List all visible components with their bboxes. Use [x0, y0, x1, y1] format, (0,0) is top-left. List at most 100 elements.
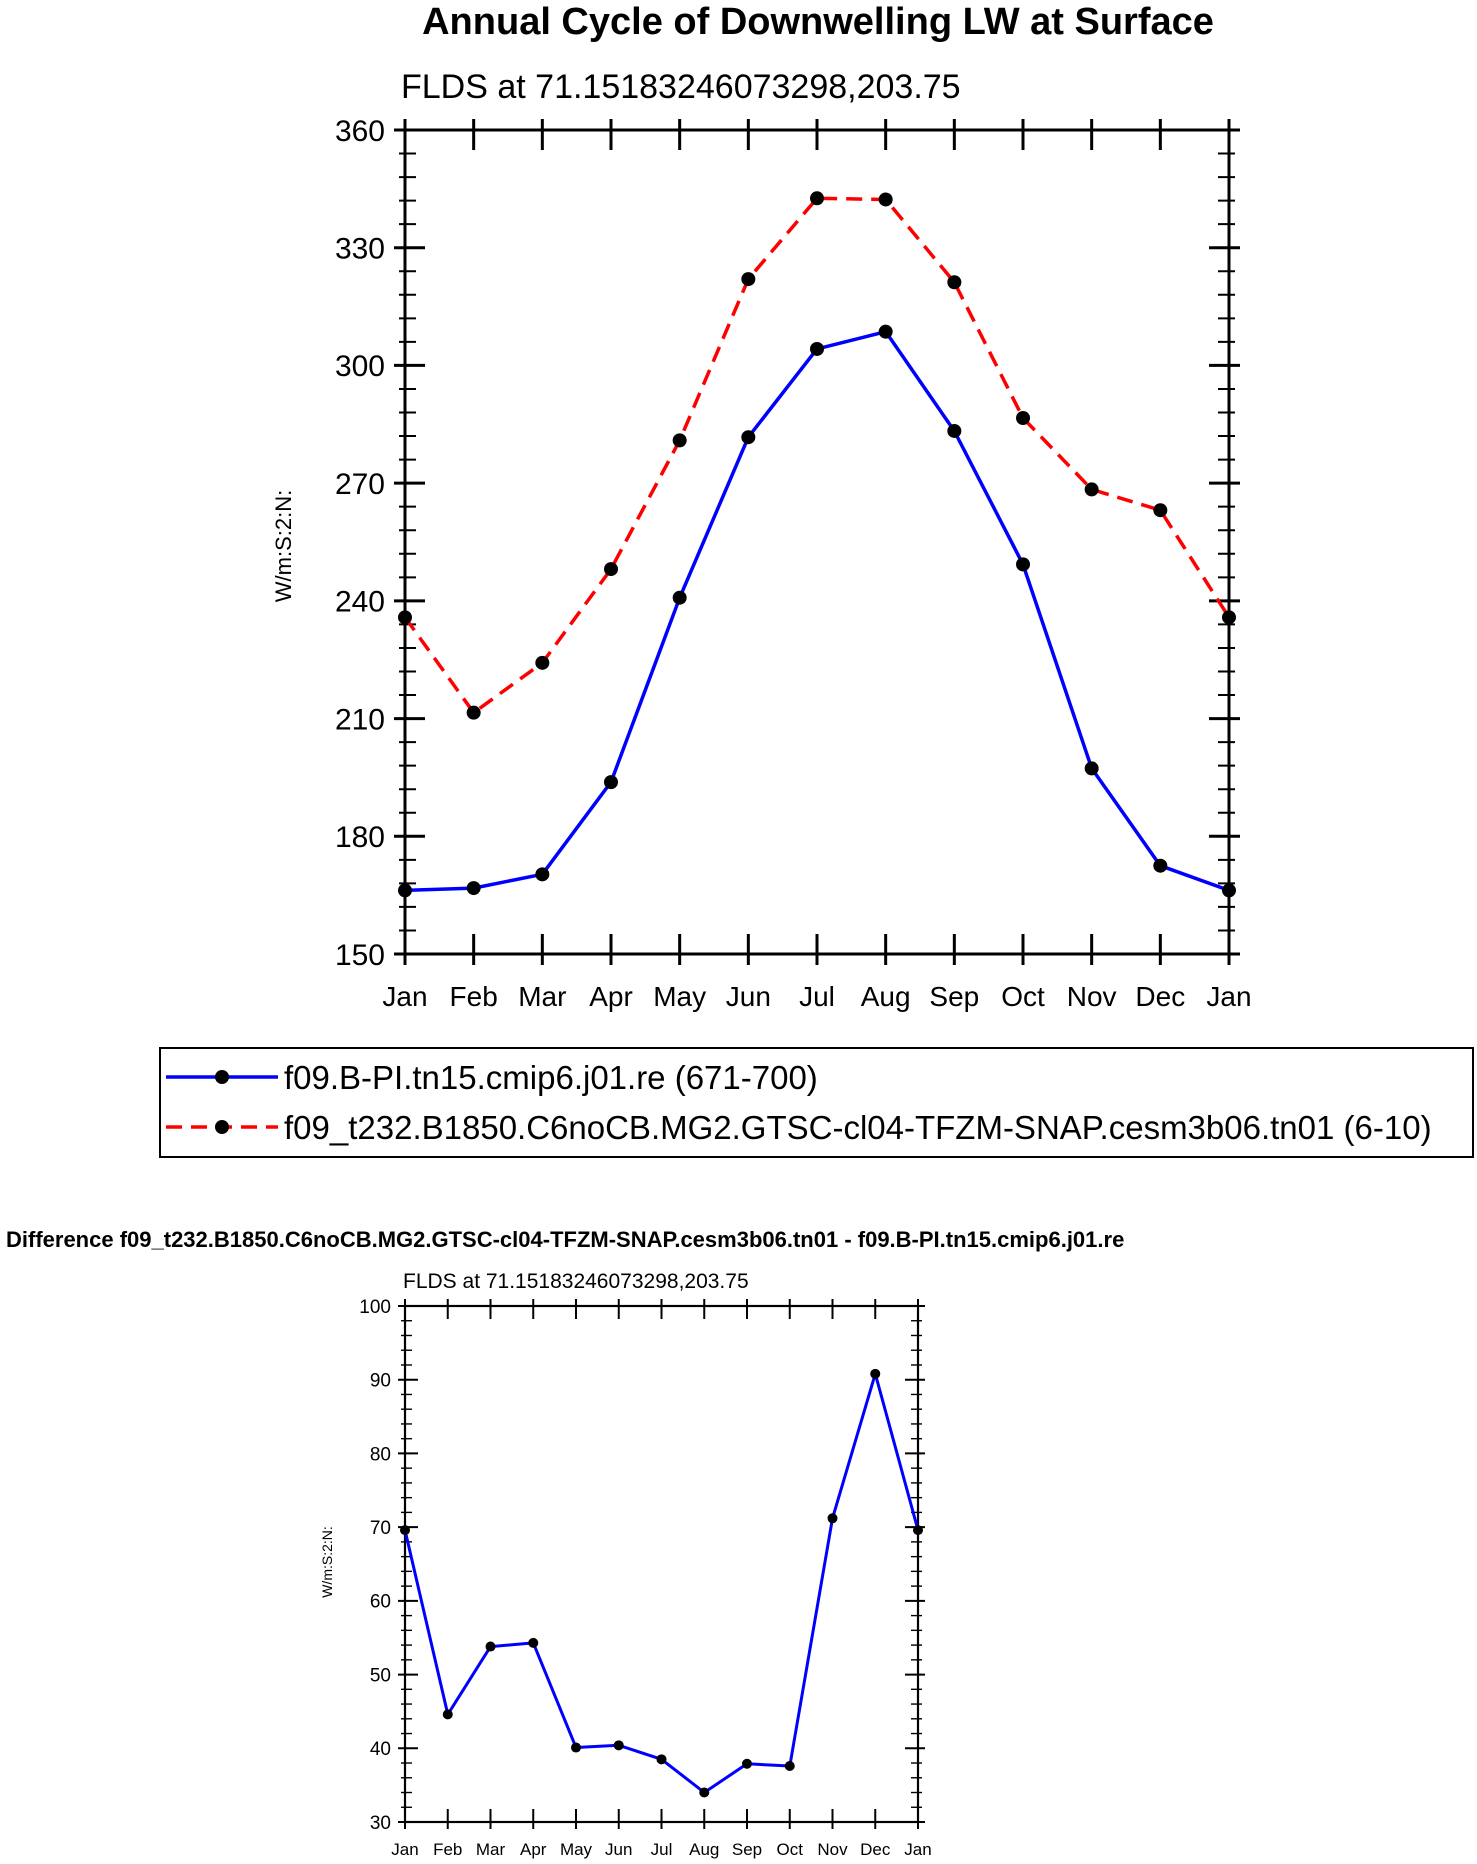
chart1-series-1-point — [398, 610, 412, 625]
chart1-y-axis-label: W/m:S:2:N: — [271, 490, 296, 602]
chart1-series-1-point — [672, 433, 687, 448]
chart2-y-tick-label: 70 — [370, 1518, 391, 1539]
chart1-series-line-0 — [404, 329, 1230, 893]
chart1-series-0-point — [398, 883, 412, 898]
chart1-series-1-point — [604, 562, 618, 577]
legend-box — [159, 1047, 1474, 1158]
chart2-series-0-point — [827, 1513, 838, 1524]
chart2-x-tick-label: May — [560, 1840, 593, 1859]
chart2-y-axis-label: W/m:S:2:N: — [319, 1526, 335, 1598]
chart1-series-1-point — [741, 272, 756, 287]
chart1-series-0-point — [810, 341, 824, 356]
legend-label-0: f09.B-PI.tn15.cmip6.j01.re (671-700) — [284, 1059, 818, 1096]
chart1-series — [398, 191, 1236, 898]
chart1-series-1-point — [1222, 610, 1236, 625]
chart1-series-1-point — [535, 655, 550, 670]
chart1-series-1-point — [810, 191, 824, 206]
chart2-y-tick-label: 40 — [370, 1739, 391, 1760]
chart2-x-tick-label: Dec — [860, 1840, 891, 1859]
chart2-series-0-point — [656, 1754, 667, 1765]
chart2-y-tick-label: 30 — [370, 1813, 391, 1834]
chart1-y-tick-label: 180 — [335, 821, 385, 854]
chart2-series-0-point — [913, 1525, 923, 1536]
chart1-title: Annual Cycle of Downwelling LW at Surfac… — [422, 1, 1214, 43]
chart1-series-0-point — [1016, 557, 1030, 572]
chart2-y-tick-label: 90 — [370, 1371, 391, 1392]
legend-label-1: f09_t232.B1850.C6noCB.MG2.GTSC-cl04-TFZM… — [284, 1109, 1432, 1146]
chart2-plot-frame — [403, 1304, 920, 1824]
chart1-series-0-point — [604, 775, 618, 790]
chart1-y-tick-label: 360 — [335, 115, 385, 148]
chart2-y-tick-label: 50 — [370, 1665, 391, 1686]
chart1-x-tick-label: Jan — [1206, 981, 1251, 1012]
chart2-series-line-0 — [403, 1372, 920, 1794]
chart1-y-tick-label: 270 — [335, 468, 385, 501]
chart1-series-0-point — [878, 324, 893, 339]
chart1-series-1-point — [466, 705, 481, 720]
chart1-y-tick-label: 150 — [335, 939, 385, 972]
legend-swatch-marker-1 — [215, 1120, 229, 1134]
chart1-y-tick-label: 210 — [335, 703, 385, 736]
chart2-x-tick-label: Jan — [391, 1840, 418, 1859]
chart1-series-0-point — [1222, 883, 1236, 898]
chart2-title: Difference f09_t232.B1850.C6noCB.MG2.GTS… — [6, 1227, 1124, 1252]
chart1-x-tick-label: Mar — [518, 981, 566, 1012]
chart2-series-0-point — [870, 1368, 881, 1379]
chart2-x-tick-label: Feb — [433, 1840, 462, 1859]
chart2-x-tick-label: Aug — [689, 1840, 719, 1859]
chart2-series-0-point — [485, 1641, 496, 1652]
chart1-subtitle: FLDS at 71.15183246073298,203.75 — [401, 68, 961, 106]
chart1-series-1-point — [878, 192, 893, 207]
chart1-series-0-point — [1153, 858, 1168, 873]
chart1-series-0-point — [741, 430, 756, 445]
chart1-x-tick-label: Nov — [1067, 981, 1117, 1012]
chart1-x-tick-label: Oct — [1001, 981, 1045, 1012]
chart2-series-0-point — [442, 1709, 453, 1720]
chart1-x-tick-label: Sep — [929, 981, 979, 1012]
chart1-series-0-point — [947, 423, 962, 438]
chart1-x-tick-label: Apr — [589, 981, 633, 1012]
chart1-y-tick-label: 330 — [335, 233, 385, 266]
chart2-series-0-point — [528, 1637, 539, 1648]
chart2-series-0-point — [613, 1740, 624, 1751]
legend-swatch-marker-0 — [215, 1070, 229, 1084]
chart2-y-tick-label: 60 — [370, 1592, 391, 1613]
chart1-x-tick-label: Jan — [382, 981, 427, 1012]
chart2-series — [400, 1368, 923, 1798]
chart1-x-tick-label: Jul — [799, 981, 835, 1012]
legend: f09.B-PI.tn15.cmip6.j01.re (671-700) f09… — [159, 1047, 1474, 1158]
chart1-series-line-1 — [403, 196, 1231, 715]
chart1-series-0-point — [466, 881, 481, 896]
chart2-x-tick-label: Oct — [777, 1840, 804, 1859]
chart1-x-tick-label: Dec — [1135, 981, 1185, 1012]
chart2-x-tick-label: Jan — [904, 1840, 931, 1859]
chart1-y-tick-label: 240 — [335, 586, 385, 619]
chart2-axes: 30 40 50 60 70 80 90 100 Jan Feb Mar Apr May Jun Jul Au… — [359, 1297, 931, 1859]
chart2-y-tick-label: 100 — [359, 1297, 391, 1318]
chart1-series-0-point — [535, 867, 550, 882]
chart1-y-tick-label: 300 — [335, 350, 385, 383]
chart1-x-tick-label: May — [653, 981, 706, 1012]
chart1-series-1-point — [1084, 482, 1099, 497]
chart1-series-0-point — [672, 590, 687, 605]
chart2-series-0-point — [400, 1525, 410, 1536]
chart2-y-tick-label: 80 — [370, 1444, 391, 1465]
chart1-series-0-point — [1084, 761, 1099, 776]
chart2-x-tick-label: Apr — [520, 1840, 547, 1859]
chart1-axes: 150 180 210 240 270 300 330 360 Jan Feb Mar Apr May J… — [335, 115, 1252, 1012]
chart1-plot-frame — [403, 128, 1231, 956]
chart2-series-0-point — [742, 1758, 752, 1769]
chart1-series-1-point — [1016, 411, 1030, 426]
chart2-x-tick-label: Jul — [651, 1840, 673, 1859]
chart2-x-tick-label: Mar — [476, 1840, 506, 1859]
chart2-series-0-point — [784, 1760, 795, 1771]
chart2-x-tick-label: Jun — [605, 1840, 632, 1859]
chart2-series-0-point — [699, 1787, 710, 1798]
chart2-series-0-point — [571, 1742, 581, 1753]
chart2-x-tick-label: Sep — [732, 1840, 762, 1859]
chart1-x-tick-label: Aug — [861, 981, 911, 1012]
chart2-subtitle: FLDS at 71.15183246073298,203.75 — [403, 1270, 749, 1293]
chart1-x-tick-label: Feb — [450, 981, 498, 1012]
chart1-series-1-point — [1153, 503, 1168, 518]
